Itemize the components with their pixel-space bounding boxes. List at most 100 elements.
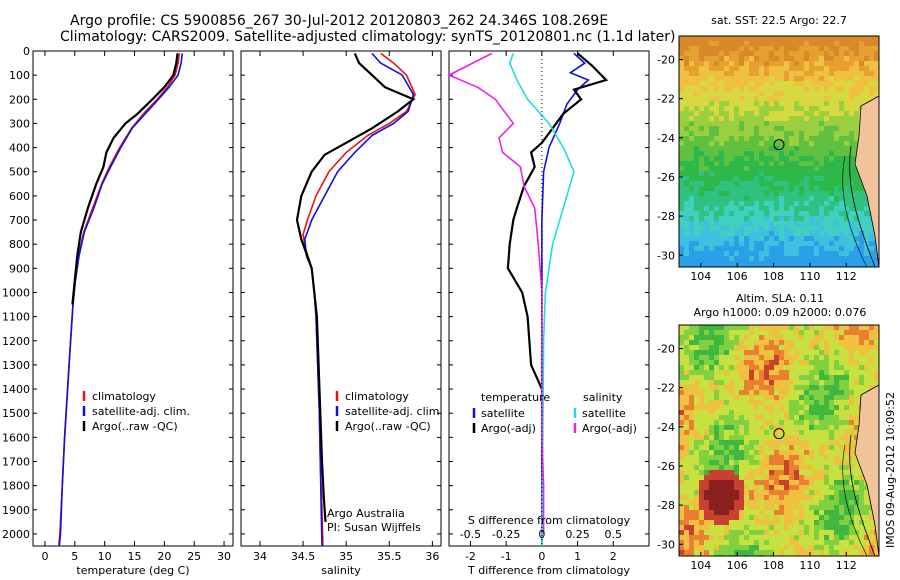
map-cell — [784, 186, 790, 192]
map-cell — [864, 490, 870, 496]
map-cell — [754, 86, 760, 92]
map-cell — [764, 216, 770, 222]
map-cell — [854, 365, 860, 371]
map-cell — [684, 455, 690, 461]
map-cell — [704, 226, 710, 232]
map-cell — [739, 116, 745, 122]
map-cell — [789, 360, 795, 366]
map-cell — [809, 405, 815, 411]
map-cell — [679, 325, 685, 331]
map-cell — [749, 460, 755, 466]
map-cell — [689, 111, 695, 117]
map-cell — [774, 36, 780, 42]
map-cell — [729, 375, 735, 381]
map-cell — [839, 505, 845, 511]
map-cell — [839, 46, 845, 52]
map-cell — [739, 335, 745, 341]
map-cell — [819, 500, 825, 506]
map-cell — [729, 500, 735, 506]
map-cell — [779, 450, 785, 456]
map-cell — [699, 325, 705, 331]
map-cell — [709, 141, 715, 147]
map-cell — [829, 211, 835, 217]
map-cell — [799, 96, 805, 102]
map-cell — [739, 430, 745, 436]
map-cell — [844, 201, 850, 207]
map-cell — [684, 201, 690, 207]
map-cell — [779, 375, 785, 381]
map-cell — [799, 206, 805, 212]
map-cell — [789, 485, 795, 491]
map-cell — [689, 530, 695, 536]
map-cell — [834, 355, 840, 361]
map-cell — [699, 450, 705, 456]
map-cell — [729, 465, 735, 471]
map-cell — [699, 350, 705, 356]
map-cell — [869, 355, 875, 361]
map-cell — [754, 335, 760, 341]
map-cell — [799, 350, 805, 356]
map-cell — [869, 515, 875, 521]
map-cell — [779, 325, 785, 331]
map-cell — [794, 186, 800, 192]
map-cell — [789, 520, 795, 526]
map-cell — [769, 206, 775, 212]
map-cell — [799, 435, 805, 441]
map-cell — [819, 530, 825, 536]
map-cell — [754, 515, 760, 521]
map-cell — [709, 515, 715, 521]
map-cell — [824, 261, 830, 267]
map-cell — [804, 430, 810, 436]
map-cell — [859, 66, 865, 72]
map-cell — [849, 96, 855, 102]
map-cell — [689, 191, 695, 197]
map-cell — [804, 345, 810, 351]
map-cell — [864, 56, 870, 62]
map-cell — [709, 131, 715, 137]
legend-title-temperature: temperature — [481, 391, 550, 404]
map-cell — [684, 340, 690, 346]
map-cell — [864, 370, 870, 376]
map-cell — [724, 61, 730, 67]
map-cell — [749, 500, 755, 506]
map-cell — [679, 420, 685, 426]
map-cell — [834, 340, 840, 346]
map-cell — [729, 126, 735, 132]
legend-title-salinity: salinity — [583, 391, 623, 404]
map-cell — [724, 325, 730, 331]
map-cell — [714, 216, 720, 222]
map-cell — [699, 146, 705, 152]
map-cell — [684, 171, 690, 177]
map-cell — [824, 500, 830, 506]
map-cell — [759, 435, 765, 441]
map-cell — [839, 535, 845, 541]
map-cell — [719, 161, 725, 167]
map-cell — [734, 415, 740, 421]
map-cell — [774, 420, 780, 426]
map-cell — [744, 51, 750, 57]
map-x-tick-label: 110 — [799, 559, 820, 572]
map-cell — [729, 420, 735, 426]
map-cell — [729, 136, 735, 142]
map-cell — [849, 540, 855, 546]
map-cell — [784, 91, 790, 97]
map-cell — [764, 395, 770, 401]
map-cell — [839, 530, 845, 536]
map-cell — [734, 400, 740, 406]
map-cell — [774, 545, 780, 551]
map-cell — [769, 445, 775, 451]
map-cell — [809, 96, 815, 102]
map-cell — [704, 136, 710, 142]
map-cell — [734, 211, 740, 217]
map-cell — [814, 111, 820, 117]
map-cell — [759, 61, 765, 67]
map-cell — [709, 201, 715, 207]
map-cell — [854, 81, 860, 87]
map-cell — [794, 340, 800, 346]
map-cell — [759, 500, 765, 506]
map-cell — [854, 206, 860, 212]
map-cell — [694, 51, 700, 57]
map-cell — [734, 191, 740, 197]
map-cell — [734, 325, 740, 331]
map-cell — [694, 111, 700, 117]
